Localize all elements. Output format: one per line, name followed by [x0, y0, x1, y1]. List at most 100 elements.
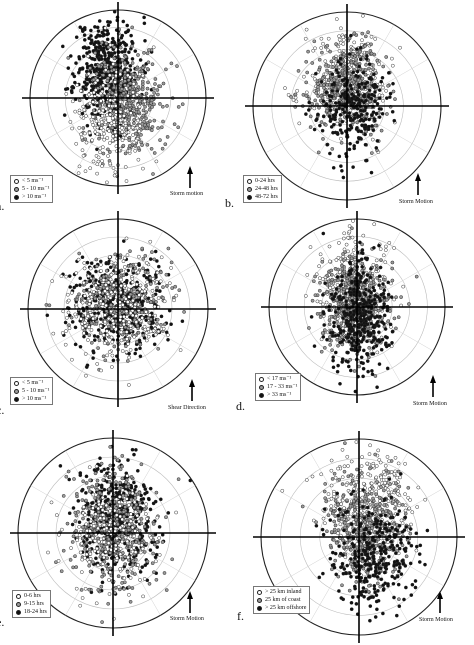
data-point [144, 528, 149, 533]
data-point [351, 118, 355, 122]
data-point [68, 285, 73, 289]
data-point [386, 83, 390, 88]
data-point [383, 260, 388, 265]
data-point [86, 274, 91, 279]
data-point [352, 31, 357, 36]
data-point [140, 73, 145, 78]
data-point [334, 75, 339, 80]
data-point [144, 110, 149, 115]
data-point [289, 95, 293, 99]
data-point [151, 45, 156, 50]
data-point [116, 574, 121, 579]
data-point [352, 331, 357, 335]
data-point [346, 235, 350, 240]
data-point [340, 131, 344, 135]
data-point [377, 96, 382, 101]
data-point [155, 285, 159, 290]
data-point [304, 93, 309, 98]
data-point [86, 54, 90, 59]
polar-plot-e [10, 430, 216, 636]
data-point [384, 244, 388, 249]
data-point [166, 337, 170, 342]
data-point [166, 333, 170, 337]
data-point [370, 369, 374, 373]
data-point [80, 498, 85, 502]
data-point [160, 146, 165, 151]
data-point [82, 320, 87, 325]
data-point [158, 102, 162, 106]
data-point [127, 101, 132, 106]
data-point [78, 25, 83, 30]
data-point [126, 130, 131, 135]
scatter-points [60, 9, 185, 185]
data-point [307, 97, 312, 101]
data-point [333, 266, 338, 271]
data-point [317, 276, 322, 281]
data-point [126, 78, 131, 82]
data-point [130, 61, 135, 65]
data-point [85, 363, 90, 368]
data-point [363, 123, 368, 128]
data-point [62, 113, 67, 117]
data-point [328, 259, 332, 264]
data-point [126, 121, 131, 125]
data-point [136, 146, 141, 150]
data-point [364, 158, 369, 163]
data-point [82, 293, 87, 298]
data-point [386, 280, 391, 285]
data-point [98, 104, 103, 109]
legend-marker-black [14, 396, 19, 402]
data-point [363, 44, 367, 48]
data-point [313, 274, 317, 279]
data-point [325, 43, 330, 48]
legend-row: < 5 ms⁻¹ [14, 177, 49, 185]
data-point [124, 236, 129, 241]
data-point [355, 96, 360, 100]
data-point [350, 298, 355, 303]
data-point [82, 33, 87, 37]
data-point [337, 106, 342, 111]
data-point [161, 326, 166, 331]
data-point [336, 343, 340, 348]
data-point [72, 285, 77, 290]
data-point [340, 357, 345, 361]
data-point [105, 37, 110, 42]
data-point [414, 274, 419, 279]
data-point [364, 62, 368, 67]
data-point [342, 258, 346, 263]
data-point [338, 117, 343, 122]
data-point [399, 295, 403, 299]
data-point [128, 302, 133, 307]
data-point [380, 337, 385, 342]
data-point [82, 108, 87, 112]
data-point [367, 124, 371, 129]
data-point [93, 496, 98, 500]
data-point [336, 324, 341, 329]
data-point [149, 325, 154, 330]
data-point [108, 551, 113, 555]
data-point [322, 323, 327, 327]
data-point [156, 126, 160, 130]
data-point [113, 170, 118, 175]
data-point [371, 110, 376, 115]
data-point [320, 259, 325, 264]
data-point [78, 276, 83, 281]
data-point [369, 267, 373, 271]
data-point [120, 297, 125, 302]
data-point [330, 72, 335, 76]
data-point [331, 358, 335, 363]
legend-label: 48-72 hrs [255, 194, 278, 200]
data-point [352, 369, 357, 373]
data-point [85, 260, 90, 265]
data-point [337, 100, 341, 105]
data-point [107, 150, 112, 154]
data-point [325, 290, 330, 294]
data-point [339, 321, 344, 326]
data-point [391, 89, 396, 94]
data-point [84, 498, 88, 503]
data-point [154, 490, 159, 495]
data-point [136, 157, 141, 162]
data-point [152, 118, 157, 123]
data-point [360, 38, 364, 43]
data-point [370, 137, 375, 142]
